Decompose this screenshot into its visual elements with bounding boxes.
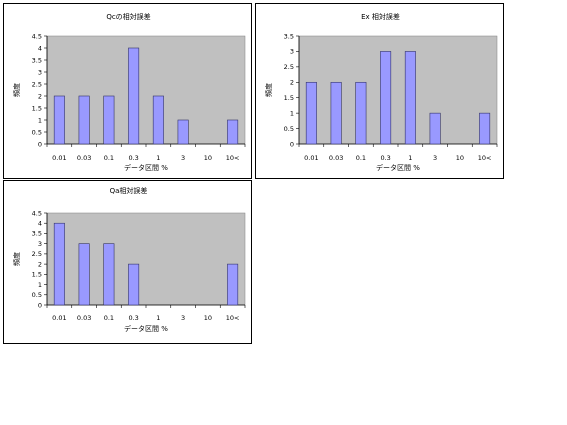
- y-tick-label: 4.5: [32, 32, 42, 40]
- bar-qa-0: [53, 222, 65, 306]
- x-tick-label: 3: [181, 314, 185, 322]
- x-tick-label: 10: [204, 314, 212, 322]
- y-tick-label: 0: [38, 301, 42, 309]
- bar-qc-0: [53, 95, 65, 145]
- y-tick-label: 1.5: [32, 271, 42, 279]
- bar-ex-3: [380, 51, 392, 145]
- x-tick-label: 0.1: [356, 154, 366, 162]
- y-tick-label: 1: [38, 116, 42, 124]
- chart-svg-qc: Qcの相対誤差 0 0.5 1 1.5 2 2.5 3 3.5 4 4.5 0.01 0.03 0.1 0.…: [12, 12, 246, 172]
- bar-ex-0: [305, 81, 317, 145]
- bar-qa-2: [103, 243, 115, 306]
- y-tick-label: 2: [290, 79, 294, 87]
- chart-title-qa: Qa相対誤差: [110, 186, 148, 195]
- y-tick-label: 0.5: [32, 128, 42, 136]
- x-tick-label: 0.03: [77, 314, 91, 322]
- x-tick-label: 0.01: [52, 154, 66, 162]
- y-axis-label-ex: 頻度: [264, 83, 273, 97]
- x-tick-label: 10: [204, 154, 212, 162]
- chart-panel-qc: Qcの相対誤差 0 0.5 1 1.5 2 2.5 3 3.5 4 4.5 0.01 0.03 0.1 0.…: [3, 3, 252, 179]
- x-tick-label: 10<: [478, 154, 492, 162]
- bar-ex-5: [429, 112, 441, 145]
- y-tick-label: 3.5: [32, 230, 42, 238]
- bar-qa-3: [128, 263, 140, 306]
- x-tick-label: 10<: [226, 154, 240, 162]
- chart-title-qc: Qcの相対誤差: [106, 12, 150, 21]
- bar-ex-7: [479, 112, 491, 145]
- bar-qc-5: [177, 119, 189, 145]
- x-tick-label: 1: [156, 314, 160, 322]
- chart-svg-qa: Qa相対誤差 0 0.5 1 1.5 2 2.5 3 3.5 4 4.5 0.01 0.03 0.1 0.3…: [12, 186, 246, 333]
- bar-qc-2: [103, 95, 115, 145]
- y-tick-label: 2.5: [32, 80, 42, 88]
- x-tick-label: 0.3: [380, 154, 390, 162]
- y-tick-label: 0: [290, 140, 294, 148]
- y-tick-label: 3: [290, 48, 294, 56]
- bar-qc-4: [152, 95, 164, 145]
- bar-qc-1: [78, 95, 90, 145]
- y-tick-label: 1: [290, 109, 294, 117]
- x-tick-label: 0.1: [104, 154, 114, 162]
- x-tick-label: 1: [408, 154, 412, 162]
- x-tick-label: 0.01: [52, 314, 66, 322]
- x-axis-label-qa: データ区間 %: [124, 324, 168, 333]
- bar-qc-3: [128, 47, 140, 145]
- y-tick-label: 1: [38, 281, 42, 289]
- x-tick-label: 3: [181, 154, 185, 162]
- bar-ex-4: [404, 51, 416, 145]
- chart-panel-ex: Ex 相対誤差 0 0.5 1 1.5 2 2.5 3 3.5 0.01 0.03 0.1 0.3 1 3 1…: [255, 3, 504, 179]
- y-tick-label: 2: [38, 260, 42, 268]
- y-tick-label: 4.5: [32, 209, 42, 217]
- y-tick-label: 4: [38, 220, 42, 228]
- bar-qa-7: [227, 263, 239, 306]
- bar-qc-7: [227, 119, 239, 145]
- x-axis-label-qc: データ区間 %: [124, 163, 168, 172]
- y-tick-label: 3.5: [32, 56, 42, 64]
- y-tick-label: 2.5: [284, 63, 294, 71]
- x-tick-label: 0.03: [329, 154, 343, 162]
- y-tick-label: 3: [38, 68, 42, 76]
- x-axis-label-ex: データ区間 %: [376, 163, 420, 172]
- x-tick-label: 0.01: [304, 154, 318, 162]
- x-tick-label: 0.1: [104, 314, 114, 322]
- x-tick-label: 0.03: [77, 154, 91, 162]
- x-tick-label: 3: [433, 154, 437, 162]
- plot-area-qa: [46, 212, 246, 306]
- bar-ex-1: [330, 81, 342, 145]
- chart-svg-ex: Ex 相対誤差 0 0.5 1 1.5 2 2.5 3 3.5 0.01 0.03 0.1 0.3 1 3 1…: [264, 12, 498, 172]
- plot-area-qc: [46, 35, 246, 145]
- x-tick-label: 0.3: [128, 154, 138, 162]
- y-axis-label-qa: 頻度: [12, 252, 21, 266]
- x-tick-label: 10<: [226, 314, 240, 322]
- y-tick-label: 4: [38, 44, 42, 52]
- y-axis-label-qc: 頻度: [12, 83, 21, 97]
- plot-area-ex: [298, 35, 498, 145]
- y-tick-label: 3.5: [284, 32, 294, 40]
- y-tick-label: 1.5: [32, 104, 42, 112]
- x-tick-label: 1: [156, 154, 160, 162]
- x-tick-label: 10: [456, 154, 464, 162]
- y-tick-label: 2: [38, 92, 42, 100]
- y-tick-label: 3: [38, 240, 42, 248]
- y-tick-label: 0: [38, 140, 42, 148]
- y-tick-label: 1.5: [284, 94, 294, 102]
- y-tick-label: 0.5: [32, 291, 42, 299]
- x-tick-label: 0.3: [128, 314, 138, 322]
- bar-qa-1: [78, 243, 90, 306]
- y-tick-label: 2.5: [32, 250, 42, 258]
- y-tick-label: 0.5: [284, 125, 294, 133]
- bar-ex-2: [355, 81, 367, 145]
- chart-panel-qa: Qa相対誤差 0 0.5 1 1.5 2 2.5 3 3.5 4 4.5 0.01 0.03 0.1 0.3…: [3, 180, 252, 344]
- chart-title-ex: Ex 相対誤差: [361, 12, 400, 21]
